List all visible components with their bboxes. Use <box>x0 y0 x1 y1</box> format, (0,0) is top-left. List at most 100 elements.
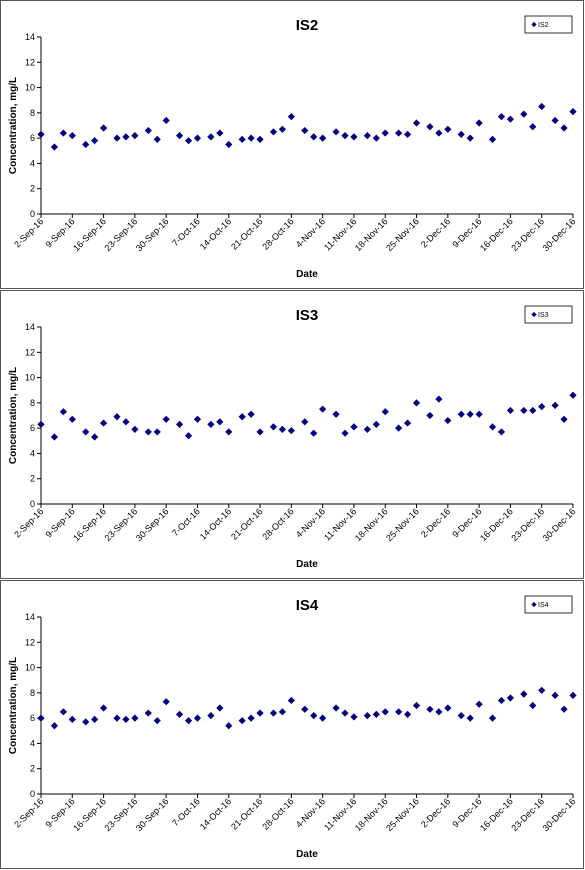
data-point <box>403 130 412 138</box>
data-point <box>319 405 327 413</box>
x-tick-label: 2-Sep-16 <box>12 506 45 539</box>
data-point <box>131 714 139 722</box>
data-point <box>350 423 358 431</box>
data-point <box>184 717 193 725</box>
data-point <box>310 712 318 720</box>
x-tick-label: 14-Oct-16 <box>198 796 233 831</box>
data-point <box>475 119 483 127</box>
data-point <box>193 134 202 142</box>
data-point <box>238 135 246 144</box>
legend-label: IS4 <box>538 602 549 609</box>
y-tick-label: 8 <box>30 688 35 698</box>
x-tick-label: 14-Oct-16 <box>198 216 233 251</box>
data-point <box>162 116 170 125</box>
data-point <box>37 130 45 138</box>
data-point <box>488 714 497 722</box>
data-point <box>444 416 452 425</box>
x-tick-label: 25-Nov-16 <box>384 506 421 543</box>
x-tick-label: 23-Sep-16 <box>103 506 140 543</box>
data-point <box>247 714 255 722</box>
data-point <box>153 717 161 725</box>
data-point <box>256 709 264 717</box>
data-point <box>435 708 443 716</box>
x-tick-label: 25-Nov-16 <box>384 216 421 253</box>
data-point <box>403 710 412 718</box>
data-point <box>381 129 389 137</box>
x-tick-label: 21-Oct-16 <box>229 796 264 831</box>
data-point <box>144 709 152 717</box>
data-point <box>113 413 121 421</box>
data-point <box>488 135 497 144</box>
data-point <box>37 714 45 722</box>
x-tick-label: 21-Oct-16 <box>229 216 264 251</box>
data-point <box>175 420 184 428</box>
data-point <box>520 110 528 118</box>
data-point <box>162 698 170 706</box>
data-point <box>363 712 371 720</box>
data-point <box>363 132 371 140</box>
data-point <box>59 408 67 416</box>
data-point <box>269 709 278 717</box>
data-point <box>381 708 389 716</box>
data-point <box>560 705 568 713</box>
y-tick-label: 6 <box>30 133 35 143</box>
data-point <box>59 129 67 137</box>
data-point <box>341 132 349 140</box>
data-point <box>59 708 67 716</box>
data-point <box>68 415 76 423</box>
y-tick-label: 14 <box>25 32 35 42</box>
x-tick-label: 21-Oct-16 <box>229 506 264 541</box>
data-point <box>175 710 184 718</box>
data-point <box>341 709 349 717</box>
x-tick-label: 30-Dec-16 <box>541 216 578 253</box>
data-point <box>520 690 528 698</box>
data-point <box>444 125 452 133</box>
data-point <box>395 129 403 137</box>
data-point <box>82 428 90 436</box>
data-point <box>131 425 139 434</box>
data-point <box>569 107 577 116</box>
data-point <box>91 715 99 724</box>
data-point <box>426 123 434 131</box>
data-point <box>403 419 412 427</box>
x-tick-label: 28-Oct-16 <box>260 506 295 541</box>
legend: IS3 <box>524 305 573 324</box>
x-tick-label: 16-Dec-16 <box>478 506 515 543</box>
data-point <box>216 704 224 712</box>
legend-label: IS3 <box>538 312 549 319</box>
data-point <box>457 712 465 720</box>
x-tick-label: 18-Nov-16 <box>353 506 390 543</box>
data-point <box>488 423 497 431</box>
series-points <box>37 391 577 441</box>
x-tick-label: 7-Oct-16 <box>170 506 202 538</box>
x-tick-label: 23-Sep-16 <box>103 796 140 833</box>
x-tick-label: 23-Dec-16 <box>509 506 546 543</box>
data-point <box>529 123 537 131</box>
data-point <box>444 704 452 712</box>
x-tick-label: 2-Dec-16 <box>419 796 452 829</box>
data-point <box>497 696 506 705</box>
x-tick-label: 16-Dec-16 <box>478 796 515 833</box>
legend: IS4 <box>524 595 573 614</box>
data-point <box>269 128 278 136</box>
legend-label: IS2 <box>538 22 549 29</box>
y-tick-label: 4 <box>30 738 35 748</box>
x-tick-label: 16-Sep-16 <box>71 506 108 543</box>
data-point <box>569 391 577 399</box>
data-point <box>50 433 59 441</box>
data-point <box>310 133 318 141</box>
data-point <box>426 411 434 420</box>
series-points <box>37 102 577 151</box>
data-point <box>99 419 108 427</box>
data-point <box>287 696 295 705</box>
data-point <box>278 425 287 434</box>
data-point <box>412 701 421 710</box>
data-point <box>91 137 99 145</box>
data-point <box>301 126 309 135</box>
data-point <box>372 710 380 718</box>
data-point <box>256 135 264 144</box>
x-tick-label: 30-Dec-16 <box>541 506 578 543</box>
data-point <box>91 433 99 441</box>
data-point <box>287 113 295 121</box>
data-point <box>175 132 184 140</box>
